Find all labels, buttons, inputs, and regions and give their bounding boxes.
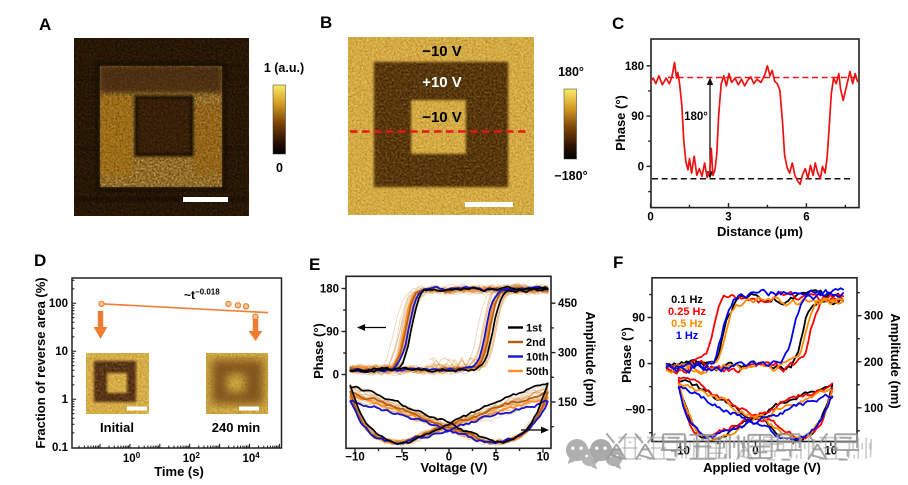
svg-text:2nd: 2nd: [526, 337, 546, 349]
svg-text:10: 10: [537, 451, 550, 463]
svg-text:0: 0: [647, 212, 653, 224]
svg-text:B: B: [320, 13, 332, 32]
svg-text:100: 100: [49, 298, 68, 310]
svg-text:0: 0: [446, 451, 452, 463]
svg-text:Distance (μm): Distance (μm): [717, 224, 803, 239]
svg-text:Phase (°): Phase (°): [613, 95, 628, 151]
svg-text:5: 5: [493, 451, 500, 463]
svg-text:300: 300: [864, 311, 883, 323]
svg-text:240 min: 240 min: [212, 420, 260, 435]
svg-text:Voltage (V): Voltage (V): [421, 460, 488, 475]
svg-text:−5: −5: [395, 451, 409, 463]
svg-text:450: 450: [558, 298, 577, 310]
svg-text:104: 104: [243, 451, 261, 465]
svg-text:180: 180: [625, 61, 644, 73]
svg-text:10th: 10th: [526, 352, 549, 364]
svg-text:−10 V: −10 V: [422, 43, 462, 60]
svg-text:−10: −10: [345, 451, 365, 463]
svg-text:E: E: [309, 255, 320, 274]
svg-text:1 Hz: 1 Hz: [676, 330, 699, 342]
svg-text:150: 150: [558, 397, 577, 409]
svg-text:10: 10: [55, 346, 68, 358]
svg-text:100: 100: [123, 451, 141, 465]
svg-text:180: 180: [320, 284, 339, 296]
svg-text:Fraction of reverse area (%): Fraction of reverse area (%): [33, 277, 48, 448]
svg-text:D: D: [34, 251, 46, 270]
svg-text:C: C: [612, 14, 624, 33]
svg-text:1st: 1st: [526, 323, 542, 335]
svg-text:1: 1: [62, 394, 69, 406]
svg-text:−90: −90: [625, 405, 645, 417]
svg-text:300: 300: [558, 348, 577, 360]
svg-text:90: 90: [631, 111, 644, 123]
svg-text:0: 0: [333, 370, 339, 382]
svg-text:F: F: [613, 253, 623, 272]
svg-text:6: 6: [803, 212, 809, 224]
svg-text:0: 0: [638, 161, 644, 173]
svg-text:102: 102: [183, 451, 201, 465]
svg-text:0.5 Hz: 0.5 Hz: [671, 318, 703, 330]
svg-text:Applied voltage (V): Applied voltage (V): [703, 460, 821, 475]
svg-text:A: A: [39, 15, 51, 34]
svg-text:180°: 180°: [558, 65, 584, 79]
svg-text:Phase (°): Phase (°): [619, 327, 634, 383]
svg-text:100: 100: [864, 403, 883, 415]
svg-text:Initial: Initial: [100, 420, 134, 435]
svg-text:Phase (°): Phase (°): [311, 323, 326, 379]
svg-text:Amplitude (nm): Amplitude (nm): [888, 313, 903, 408]
svg-text:0.1 Hz: 0.1 Hz: [671, 294, 703, 306]
svg-text:90: 90: [632, 313, 645, 325]
svg-text:0: 0: [276, 161, 283, 175]
svg-text:0.25 Hz: 0.25 Hz: [668, 306, 706, 318]
svg-text:~t−0.018: ~t−0.018: [184, 288, 220, 303]
svg-text:+10 V: +10 V: [422, 74, 462, 91]
svg-text:3: 3: [725, 212, 731, 224]
svg-text:Amplitude (pm): Amplitude (pm): [583, 311, 598, 406]
svg-text:180°: 180°: [684, 111, 708, 123]
svg-text:0.1: 0.1: [52, 442, 69, 454]
svg-text:1 (a.u.): 1 (a.u.): [264, 61, 304, 75]
svg-text:−180°: −180°: [554, 169, 587, 183]
svg-text:0: 0: [639, 359, 645, 371]
svg-text:Time (s): Time (s): [154, 464, 204, 479]
svg-text:200: 200: [864, 357, 883, 369]
svg-text:90: 90: [326, 327, 339, 339]
svg-text:50th: 50th: [526, 366, 549, 378]
svg-text:−10 V: −10 V: [422, 109, 462, 126]
